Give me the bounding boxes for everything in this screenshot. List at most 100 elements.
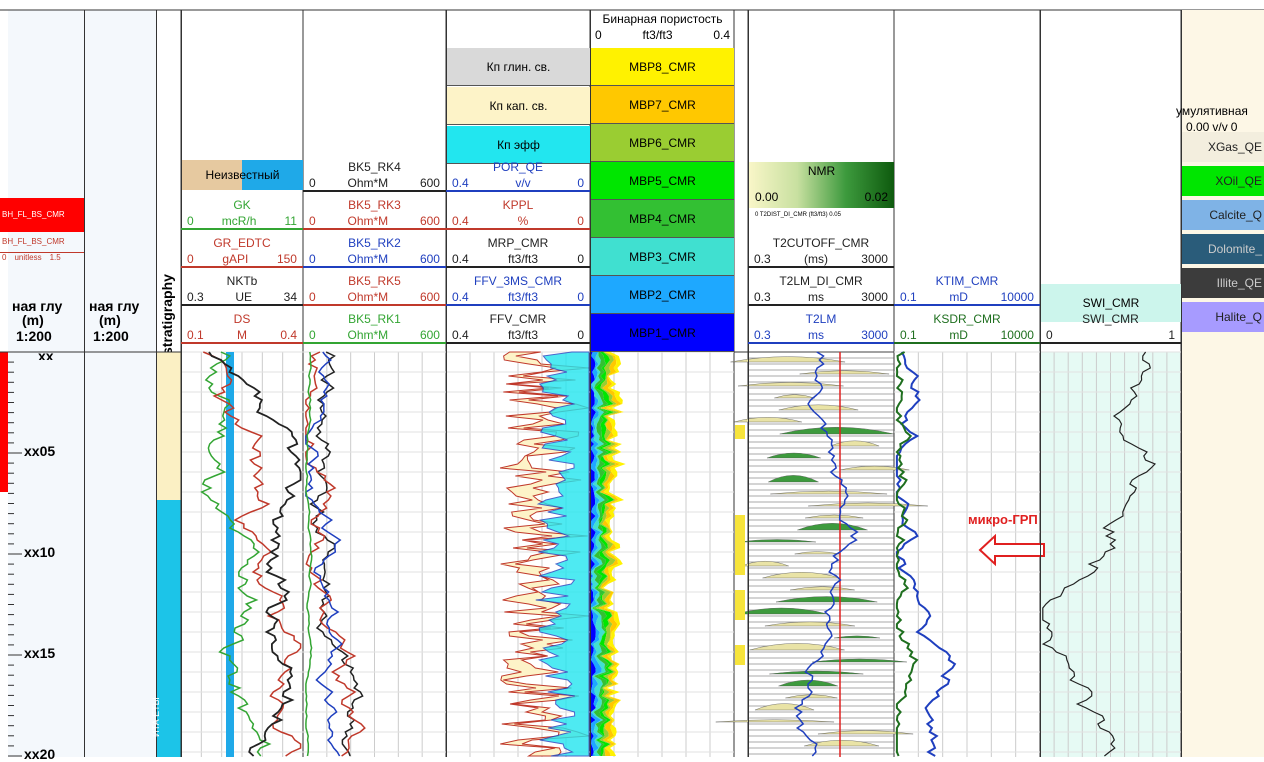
scale-value: Ohm*M bbox=[347, 252, 389, 266]
bh-fl-bs-cmr-scale: 0 unitless 1.5 bbox=[0, 253, 84, 262]
lith-item-1: XOil_QE bbox=[1182, 166, 1264, 196]
left-legend: BH_FL_BS_CMR BH_FL_BS_CMR 0 unitless 1.5 bbox=[0, 198, 84, 262]
t3-fill-eff bbox=[535, 351, 590, 757]
scale-value: 3000 bbox=[861, 328, 888, 342]
curve-header-ktim_cmr: KTIM_CMR bbox=[935, 274, 999, 288]
bin-mbp5_cmr: MBP5_CMR bbox=[591, 162, 734, 200]
scale-value: 1 bbox=[1168, 328, 1175, 342]
scale-value: % bbox=[517, 214, 529, 228]
curve-scale-kppl: 0.4% 0 bbox=[446, 214, 590, 230]
t5-dist bbox=[754, 703, 815, 711]
t5-dist bbox=[737, 539, 816, 543]
scale-value: 600 bbox=[419, 290, 440, 304]
scale-value: (ms) bbox=[803, 252, 828, 266]
depth-label-xx05: xx05 bbox=[24, 443, 56, 459]
curve-t2lm bbox=[793, 351, 859, 757]
scale-value: ft3/ft3 bbox=[507, 290, 539, 304]
curve-gr-edtc bbox=[203, 351, 302, 757]
curve-header-ffv_3ms_cmr: FFV_3MS_CMR bbox=[473, 274, 562, 288]
depth-track-scale: 1:200 bbox=[93, 328, 129, 344]
curve-header-bk5_rk3: BK5_RK3 bbox=[348, 198, 401, 212]
t5-dist bbox=[768, 475, 819, 483]
scale-value: 0.4 bbox=[452, 176, 469, 190]
curve-gk bbox=[200, 351, 272, 757]
flag-2 bbox=[735, 590, 745, 620]
depth-label-top: xx bbox=[38, 352, 54, 360]
scale-value: gAPI bbox=[222, 252, 249, 266]
curve-scale-bk5_rk5: 0 Ohm*M 600 bbox=[303, 290, 446, 306]
curve-scale-nktb: 0.3 UE 34 bbox=[181, 290, 303, 306]
depth-track-title: ная глу bbox=[89, 298, 140, 314]
curve-header-bk5_rk5: BK5_RK5 bbox=[348, 274, 401, 288]
track7: SWI_CMR bbox=[1040, 10, 1181, 757]
curve-scale-ffv_3ms_cmr: 0.4 ft3/ft3 0 bbox=[446, 290, 590, 306]
scale-value: mD bbox=[949, 290, 968, 304]
scale-value: 600 bbox=[419, 214, 440, 228]
scale-value: 0.3 bbox=[754, 290, 771, 304]
depth-track-unit: (m) bbox=[22, 312, 44, 328]
box-kp-kap: Кп кап. св. bbox=[447, 87, 590, 125]
curve-scale-bk5_rk1: 0 Ohm*M 600 bbox=[303, 328, 446, 344]
curve-header-bk5_rk1: BK5_RK1 bbox=[348, 312, 401, 326]
scale-value: M bbox=[237, 328, 247, 342]
lith-item-3: Dolomite_ bbox=[1182, 234, 1264, 264]
scale-value: 0.4 bbox=[452, 290, 469, 304]
scale-value: 0.4 bbox=[280, 328, 297, 342]
lith-label: Неизвестный bbox=[205, 168, 280, 182]
t5-dist bbox=[741, 561, 789, 567]
depth-track-title: ная глу bbox=[12, 298, 63, 314]
curve-header-bk5_rk4: BK5_RK4 bbox=[348, 160, 401, 174]
scale-value: v/v bbox=[515, 176, 531, 190]
scale-value: 0 bbox=[309, 328, 316, 342]
box-kp-gl: Кп глин. св. bbox=[447, 48, 590, 86]
scale-value: 0 bbox=[577, 290, 584, 304]
t5-dist bbox=[749, 643, 845, 651]
curve-ksdr bbox=[895, 351, 919, 757]
curve-scale-mrp_cmr: 0.4 ft3/ft3 0 bbox=[446, 252, 590, 268]
scale-value: Ohm*M bbox=[347, 290, 389, 304]
t5-dist bbox=[733, 417, 802, 423]
curve-bk5-rk4 bbox=[309, 351, 364, 757]
t4-bin-fill-3 bbox=[591, 352, 610, 756]
t4-bin-fill-6 bbox=[598, 352, 623, 756]
scale-value: 0 bbox=[309, 290, 316, 304]
scale-value: 3000 bbox=[861, 252, 888, 266]
t4-bin-fill-5 bbox=[594, 352, 620, 756]
lith-item-2: Calcite_Q bbox=[1182, 200, 1264, 230]
curve-header-gk: GK bbox=[233, 198, 251, 212]
depth-label-xx15: xx15 bbox=[24, 645, 56, 661]
curve-header-bk5_rk2: BK5_RK2 bbox=[348, 236, 401, 250]
curve-header-t2lm_di_cmr: T2LM_DI_CMR bbox=[779, 274, 863, 288]
scale-max: 1.5 bbox=[49, 253, 61, 262]
bin-mbp7_cmr: MBP7_CMR bbox=[591, 86, 734, 124]
track5: NMR 0.00 0.02 0 T2DIST_DI_CMR (ft3/ft3) … bbox=[748, 10, 894, 757]
strat-zone-lower: ИТА ЕТЫ bbox=[151, 500, 181, 757]
depth-label-xx20: xx20 bbox=[24, 746, 56, 762]
scale-min: 0 bbox=[2, 253, 7, 262]
track8: умулятивная 0.00 v/v 0 XGas_QE XOil_QE Calci… bbox=[1176, 10, 1264, 757]
scale-value: 0.4 bbox=[452, 328, 469, 342]
depth-track-2: ная глу (m) 1:200 bbox=[84, 10, 156, 757]
track1: Неизвестный bbox=[181, 10, 303, 757]
scale-value: 0 bbox=[309, 176, 316, 190]
curve-bk5-rk2 bbox=[305, 351, 344, 757]
t5-dist bbox=[785, 694, 838, 699]
scale-value: 0.1 bbox=[187, 328, 204, 342]
curve-swi bbox=[1041, 351, 1157, 757]
scale-value: 0.3 bbox=[187, 290, 204, 304]
scale-value: 600 bbox=[419, 176, 440, 190]
t5-dist bbox=[715, 719, 835, 723]
lith-item-4: Illite_QE bbox=[1182, 268, 1264, 298]
scale-value: 0 bbox=[309, 214, 316, 228]
scale-value: 0 bbox=[1046, 328, 1053, 342]
curve-header-t2lm: T2LM bbox=[805, 312, 837, 326]
scale-value: 0 bbox=[577, 252, 584, 266]
cumulative-title: умулятивная bbox=[1176, 104, 1248, 118]
t5-dist bbox=[839, 465, 910, 471]
flag-0 bbox=[735, 425, 745, 439]
t4-bin-fill-0 bbox=[590, 352, 596, 756]
cumulative-scale: 0.00 v/v 0 bbox=[1186, 120, 1238, 134]
curve-scale-ds: 0.1 M 0.4 bbox=[181, 328, 303, 344]
curve-bk5-rk3 bbox=[305, 351, 366, 757]
flag-1 bbox=[735, 515, 745, 575]
